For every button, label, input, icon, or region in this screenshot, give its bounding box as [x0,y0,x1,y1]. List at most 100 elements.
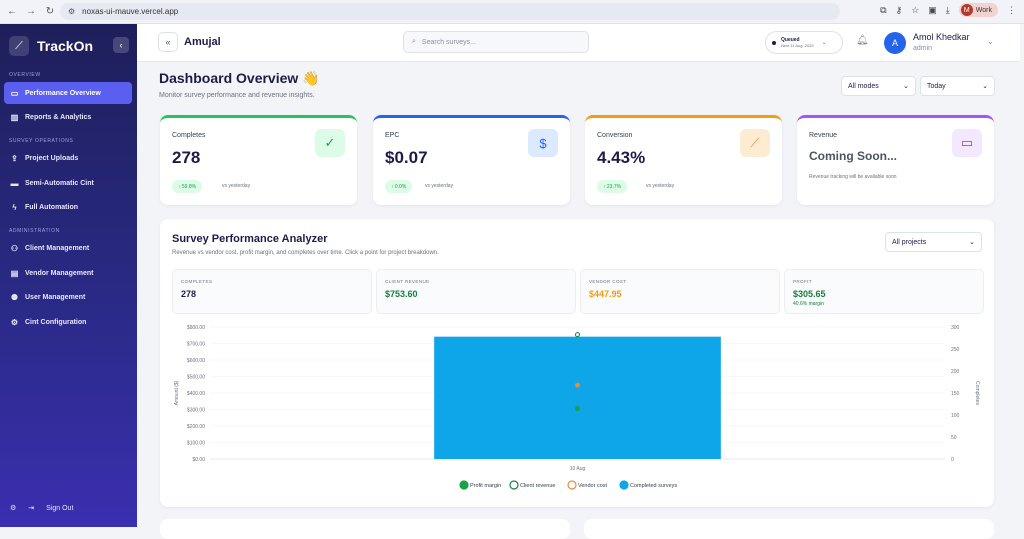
avatar[interactable]: A [884,32,906,54]
page-subtitle: Monitor survey performance and revenue i… [159,92,315,99]
key-icon[interactable]: ⚷ [895,4,903,15]
legend-marker [567,480,577,490]
y2-axis-label: Completes [974,381,980,405]
legend-marker [509,480,519,490]
y2-tick-label: 250 [951,347,960,353]
project-filter-value: All projects [892,238,927,246]
trend-up-icon: ⟋ [740,129,770,157]
legend-label: Client revenue [520,483,555,489]
sidebar-item-label: Vendor Management [25,269,94,277]
sidebar-item-reports-analytics[interactable]: ▥ Reports & Analytics [4,106,132,128]
brand[interactable]: ⟋ TrackOn [9,36,93,56]
sidebar-item-cint-configuration[interactable]: ⚙ Cint Configuration [4,311,132,333]
metric-margin: 40.6% margin [793,301,824,307]
search-input[interactable]: ⌕ Search surveys... [403,31,589,53]
y-tick-label: $600.00 [187,358,205,364]
collapse-sidebar-button[interactable]: ‹ [113,37,129,53]
sidebar-item-performance-overview[interactable]: ▭ Performance Overview [4,82,132,104]
kpi-vs: vs yesterday [646,183,675,189]
address-bar[interactable]: ⚙ noxas-ui-mauve.vercel.app [60,3,840,20]
sidebar-item-semi-automatic-cint[interactable]: ▬ Semi-Automatic Cint [4,172,132,194]
y-tick-label: $0.00 [192,457,205,463]
dollar-icon: $ [528,129,558,157]
point-vendor-cost [575,382,580,388]
metric-value: $305.65 [793,289,826,299]
back-arrow-icon[interactable]: ← [7,6,17,17]
search-placeholder: Search surveys... [421,38,476,46]
point-profit-margin [575,406,580,412]
metric-label: VENDOR COST [589,279,627,284]
legend-marker [619,480,629,490]
sign-out-button[interactable]: ⚙ ⇥ Sign Out [10,504,74,513]
y-axis-label: Amount ($) [174,380,180,405]
metric-client-revenue: CLIENT REVENUE $753.60 [376,269,576,314]
user-cog-icon: ⚉ [10,292,19,302]
sidebar-item-project-uploads[interactable]: ⇪ Project Uploads [4,147,132,169]
check-circle-icon: ✓ [315,129,345,157]
kpi-label: EPC [385,132,400,139]
y-tick-label: $100.00 [187,441,205,447]
y-tick-label: $400.00 [187,391,205,397]
topbar: « Amujal ⌕ Search surveys... Queued Next… [137,24,1020,62]
y-tick-label: $200.00 [187,424,205,430]
queue-status-pill[interactable]: Queued Next 11 Aug, 2025 ⌄ [765,31,843,54]
y2-tick-label: 50 [951,435,957,441]
menu-dots-icon[interactable]: ⋮ [1007,4,1016,15]
install-icon[interactable]: ⧉ [880,4,887,15]
performance-chart[interactable]: $0.00 $100.00 $200.00 $300.00 $400.00 $500.00… [160,319,994,507]
sign-out-icon: ⇥ [28,505,35,512]
gear-icon[interactable]: ⚙ [10,505,17,512]
sidebar-item-label: Reports & Analytics [25,113,92,121]
bookmark-star-icon[interactable]: ☆ [911,4,920,15]
queue-next: Next 11 Aug, 2025 [781,42,814,48]
bar-completed-surveys [434,336,721,459]
sidebar-item-vendor-management[interactable]: ▤ Vendor Management [4,262,132,284]
mode-filter-select[interactable]: All modes ⌄ [841,76,916,96]
bar-chart-icon: ▥ [10,112,19,122]
download-icon[interactable]: ⤓ [945,4,950,15]
bell-icon[interactable]: 🔔︎ [856,35,869,46]
building-icon: ▤ [10,268,19,278]
forward-arrow-icon[interactable]: → [26,6,36,17]
metric-label: COMPLETES [181,279,213,284]
x-tick-label: 10 Aug [570,466,586,472]
extensions-icon[interactable]: ▣ [928,4,937,15]
kpi-card-conversion: Conversion 4.43% ⟋ ↑ 23.7% vs yesterday [585,115,782,205]
sidebar-item-label: Cint Configuration [25,318,87,326]
section-label-survey-operations: SURVEY OPERATIONS [9,138,74,144]
url-text: noxas-ui-mauve.vercel.app [82,7,179,16]
sidebar-item-user-management[interactable]: ⚉ User Management [4,286,132,308]
kpi-value: Coming Soon... [809,149,897,163]
legend-label: Profit margin [470,483,501,489]
sidebar-item-client-management[interactable]: ⚇ Client Management [4,237,132,259]
legend-label: Completed surveys [630,483,677,489]
users-icon: ⚇ [10,243,19,253]
kpi-value: 278 [172,148,201,167]
sidebar-item-label: User Management [25,293,86,301]
kpi-note: Revenue tracking will be available soon [809,174,897,180]
y-tick-label: $700.00 [187,342,205,348]
y2-tick-label: 300 [951,325,960,331]
reload-icon[interactable]: ↻ [45,6,55,17]
chevron-down-icon[interactable]: ⌄ [987,37,994,46]
user-name: Amol Khedkar [913,32,970,42]
point-client-revenue [575,332,580,338]
sidebar-item-full-automation[interactable]: ϟ Full Automation [4,196,132,218]
kpi-value: 4.43% [597,148,646,167]
browser-chrome: ← → ↻ ⚙ noxas-ui-mauve.vercel.app ⧉ ⚷ ☆ … [0,0,1024,24]
kpi-card-revenue: Revenue Coming Soon... ▭ Revenue trackin… [797,115,994,205]
site-info-icon[interactable]: ⚙ [68,7,76,16]
metric-value: 278 [181,289,197,299]
kpi-vs: vs yesterday [425,183,454,189]
sign-out-label: Sign Out [46,504,74,512]
sidebar: ⟋ TrackOn ‹ OVERVIEW ▭ Performance Overv… [0,24,137,527]
project-filter-select[interactable]: All projects ⌄ [885,232,982,252]
back-button[interactable]: « [158,32,178,52]
sidebar-item-label: Performance Overview [25,89,101,97]
breadcrumb: Amujal [184,36,221,48]
search-icon: ⌕ [412,38,416,45]
date-filter-select[interactable]: Today ⌄ [920,76,995,96]
profile-chip[interactable]: M Work [958,3,998,17]
metric-value: $753.60 [385,289,418,299]
kpi-value: $0.07 [385,148,428,167]
